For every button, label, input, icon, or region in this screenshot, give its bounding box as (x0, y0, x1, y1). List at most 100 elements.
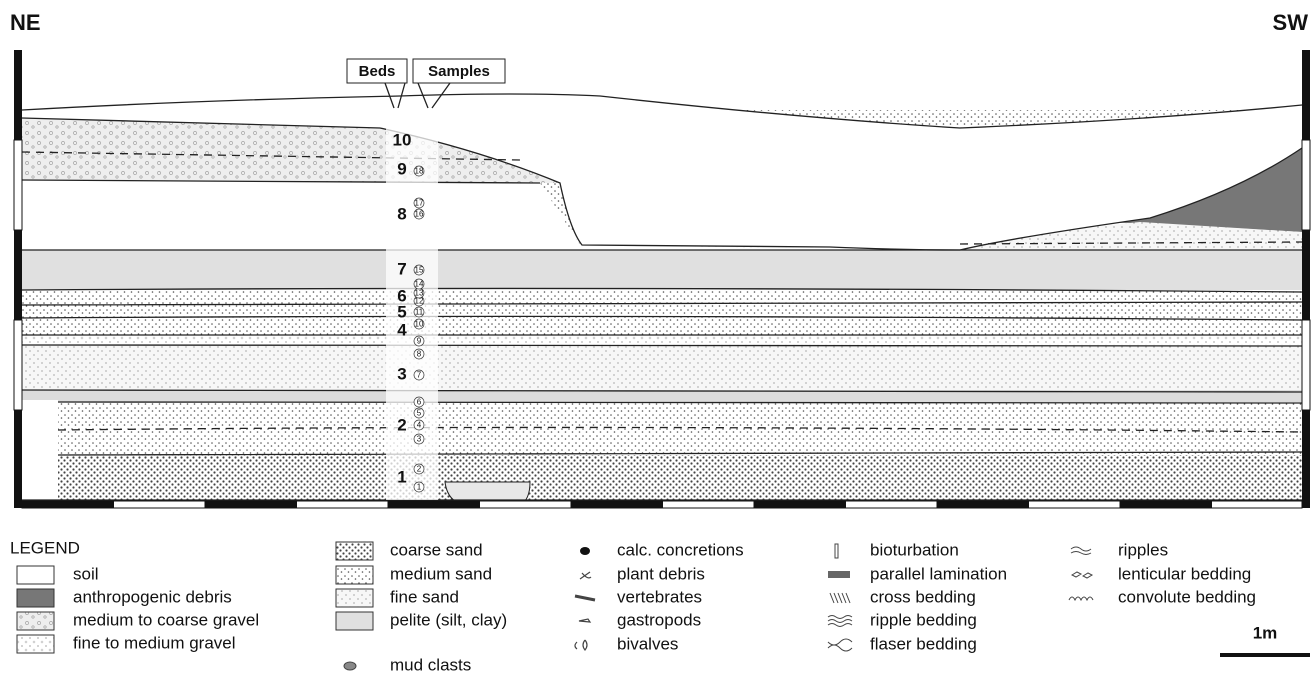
legend-label: vertebrates (617, 587, 702, 606)
sampling-column (386, 128, 438, 500)
legend-symbol (575, 596, 595, 600)
ruler-left (14, 230, 22, 320)
legend-label: medium to coarse gravel (73, 610, 259, 629)
legend-label: ripple bedding (870, 610, 977, 629)
legend-swatch (17, 589, 54, 607)
ruler-left (14, 140, 22, 230)
sample-label: 18 (415, 167, 424, 176)
bed-label: 7 (397, 259, 406, 278)
bed-label: 8 (397, 204, 406, 223)
sample-label: 10 (415, 320, 424, 329)
legend-symbol (579, 619, 590, 622)
sample-label: 9 (417, 337, 422, 346)
sample-label: 11 (415, 308, 424, 317)
ruler-segment (1029, 501, 1121, 508)
bed-label: 6 (397, 286, 406, 305)
legend-label: flaser bedding (870, 634, 977, 653)
legend-label: gastropods (617, 610, 701, 629)
bed-label: 10 (393, 130, 412, 149)
sample-label: 5 (417, 409, 422, 418)
layer-pelite-2 (22, 250, 1302, 290)
legend-label: pelite (silt, clay) (390, 610, 507, 629)
direction-left: NE (10, 10, 41, 35)
ruler-segment (205, 501, 297, 508)
ruler-bottom (22, 501, 1302, 508)
ruler-right (1302, 140, 1310, 230)
ruler-right (1302, 320, 1310, 410)
ruler-segment (571, 501, 663, 508)
ruler-segment (114, 501, 206, 508)
ruler-segment (663, 501, 755, 508)
legend-label: parallel lamination (870, 564, 1007, 583)
layer-fine-gravel (22, 335, 1302, 345)
legend-label: ripples (1118, 540, 1168, 559)
legend-swatch (17, 612, 54, 630)
legend-symbol (1071, 547, 1091, 555)
bed-label: 4 (397, 320, 407, 339)
section-layers (22, 94, 1302, 505)
sample-label: 15 (415, 266, 424, 275)
sample-label: 16 (415, 210, 424, 219)
sample-label: 1 (417, 483, 422, 492)
sample-label: 2 (417, 465, 422, 474)
ruler-left (14, 50, 22, 140)
legend-symbol (835, 544, 838, 558)
legend-label: plant debris (617, 564, 705, 583)
legend-symbol (828, 616, 852, 627)
layer-coarse-sand (22, 455, 1302, 500)
ruler-segment (937, 501, 1029, 508)
scale-label: 1m (1253, 623, 1278, 642)
samples-header: Samples (428, 63, 490, 80)
sample-label: 3 (417, 435, 422, 444)
legend-label: fine to medium gravel (73, 633, 236, 652)
legend-label: bivalves (617, 634, 678, 653)
legend-symbol (828, 571, 850, 578)
legend-symbol (575, 640, 587, 650)
ruler-segment (1120, 501, 1212, 508)
legend-swatch (336, 589, 373, 607)
legend-title: LEGEND (10, 538, 80, 557)
ruler-segment (1212, 501, 1303, 508)
ruler-right (1302, 230, 1310, 320)
legend: LEGEND soil anthropogenic debris medium to… (10, 538, 1256, 674)
legend-symbol (580, 547, 590, 555)
ruler-right (1302, 50, 1310, 140)
ruler-segment (388, 501, 480, 508)
legend-symbol (580, 572, 591, 579)
legend-label: anthropogenic debris (73, 587, 232, 606)
ruler-segment (846, 501, 938, 508)
legend-label: soil (73, 564, 99, 583)
bed-label: 1 (397, 467, 406, 486)
sample-label: 4 (417, 421, 422, 430)
sample-label: 17 (415, 199, 424, 208)
bed-label: 2 (397, 415, 406, 434)
legend-label: lenticular bedding (1118, 564, 1251, 583)
sample-label: 14 (415, 280, 424, 289)
legend-symbol (1072, 572, 1092, 578)
legend-swatch (17, 635, 54, 653)
legend-label: convolute bedding (1118, 587, 1256, 606)
legend-label: mud clasts (390, 655, 471, 674)
ruler-segment (22, 501, 114, 508)
legend-symbol (1069, 597, 1093, 600)
gap (22, 400, 58, 500)
layer-medium-sand-2 (22, 290, 1302, 335)
section-diagram: NE SW (0, 0, 1316, 682)
legend-swatch (336, 612, 373, 630)
bed-label: 3 (397, 364, 406, 383)
sample-label: 6 (417, 398, 422, 407)
legend-swatch (336, 542, 373, 560)
ruler-segment (480, 501, 572, 508)
ruler-segment (297, 501, 389, 508)
sample-label: 7 (417, 371, 422, 380)
legend-label: fine sand (390, 587, 459, 606)
legend-swatch (17, 566, 54, 584)
sample-label: 8 (417, 350, 422, 359)
scale-bar: 1m (1220, 623, 1310, 655)
legend-symbol (828, 639, 852, 651)
legend-label: cross bedding (870, 587, 976, 606)
legend-label: calc. concretions (617, 540, 744, 559)
sample-label: 13 (415, 289, 424, 298)
ruler-segment (754, 501, 846, 508)
ruler-right (1302, 410, 1310, 508)
